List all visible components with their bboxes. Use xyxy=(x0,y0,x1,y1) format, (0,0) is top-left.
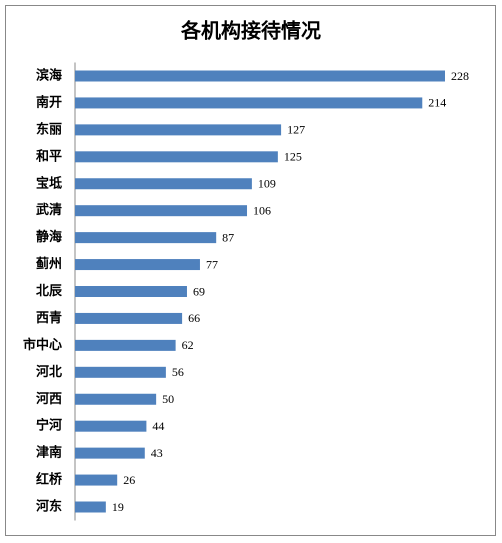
bar xyxy=(75,259,200,271)
value-label: 214 xyxy=(428,96,446,110)
category-label: 西青 xyxy=(36,310,62,326)
bar xyxy=(75,178,252,190)
value-label: 69 xyxy=(193,284,205,298)
category-label: 滨海 xyxy=(36,68,62,84)
bar xyxy=(75,339,176,351)
value-label: 62 xyxy=(182,338,194,352)
chart-border xyxy=(5,5,496,536)
category-label: 河东 xyxy=(36,499,62,515)
category-label: 静海 xyxy=(36,229,62,245)
bar xyxy=(75,286,187,297)
value-label: 50 xyxy=(162,392,174,406)
bar xyxy=(75,70,445,82)
value-label: 19 xyxy=(112,500,124,514)
value-label: 43 xyxy=(151,446,163,460)
category-label: 河北 xyxy=(36,364,62,380)
bar xyxy=(75,501,106,513)
bar xyxy=(75,124,282,136)
category-label: 东丽 xyxy=(36,121,62,137)
value-label: 127 xyxy=(287,123,305,137)
value-label: 228 xyxy=(451,69,469,83)
category-label: 红桥 xyxy=(36,472,63,488)
value-label: 109 xyxy=(258,177,276,191)
bar xyxy=(75,312,183,324)
category-label: 南开 xyxy=(36,94,62,110)
category-label: 武清 xyxy=(36,202,62,218)
category-label: 北辰 xyxy=(36,284,63,299)
bar xyxy=(75,420,147,432)
category-label: 市中心 xyxy=(23,337,62,353)
value-label: 26 xyxy=(123,473,135,487)
bar xyxy=(75,393,157,405)
bar xyxy=(75,151,278,163)
bar xyxy=(75,474,118,486)
category-label: 蓟州 xyxy=(35,256,62,272)
value-label: 44 xyxy=(152,419,164,433)
value-label: 56 xyxy=(172,365,184,379)
category-label: 和平 xyxy=(36,148,62,164)
category-label: 宁河 xyxy=(36,418,62,434)
bar xyxy=(75,366,166,378)
category-label: 宝坻 xyxy=(36,175,62,191)
bar xyxy=(75,205,248,217)
value-label: 66 xyxy=(188,311,200,325)
value-label: 77 xyxy=(206,257,218,271)
value-label: 125 xyxy=(284,150,302,164)
bar xyxy=(75,447,145,459)
value-label: 106 xyxy=(253,203,271,217)
value-label: 87 xyxy=(222,230,234,244)
bar xyxy=(75,97,423,109)
category-label: 津南 xyxy=(36,445,62,461)
chart-title: 各机构接待情况 xyxy=(180,19,321,43)
category-label: 河西 xyxy=(36,391,62,407)
bar xyxy=(75,232,217,244)
